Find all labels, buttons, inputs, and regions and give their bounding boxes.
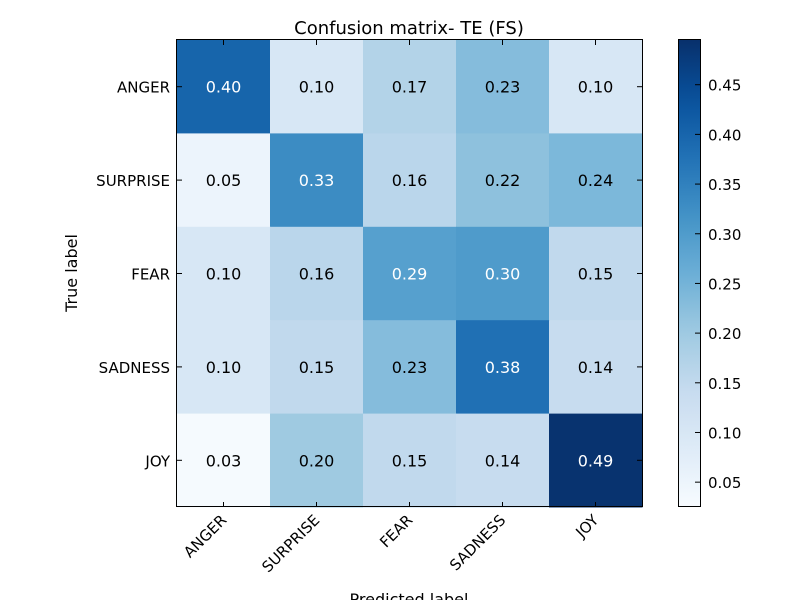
heatmap-cell — [456, 226, 550, 321]
cell-value-label: 0.22 — [485, 171, 521, 190]
heatmap-cell — [549, 226, 643, 321]
colorbar-gradient — [678, 39, 701, 507]
heatmap-cell — [363, 320, 457, 415]
x-tick-label: FEAR — [376, 511, 416, 551]
colorbar-tick-label: 0.40 — [708, 126, 741, 144]
colorbar-tick-label: 0.35 — [708, 176, 741, 194]
cell-value-label: 0.15 — [392, 451, 428, 470]
heatmap-cell — [363, 40, 457, 134]
y-tick-label: FEAR — [131, 266, 170, 284]
cell-value-label: 0.24 — [578, 171, 614, 190]
cell-value-label: 0.16 — [392, 171, 428, 190]
heatmap-cell — [177, 226, 271, 321]
cell-value-label: 0.23 — [392, 358, 428, 377]
y-tick-label: SURPRISE — [96, 172, 170, 190]
cell-value-label: 0.29 — [392, 265, 428, 284]
heatmap-cell — [270, 413, 364, 508]
cell-value-label: 0.15 — [299, 358, 335, 377]
heatmap-cell — [270, 40, 364, 134]
colorbar-tick-label: 0.05 — [708, 474, 741, 492]
cell-value-label: 0.16 — [299, 265, 335, 284]
y-tick-label: JOY — [144, 452, 170, 470]
x-tick-label: JOY — [572, 511, 603, 542]
y-axis-label: True label — [62, 234, 81, 313]
cell-value-label: 0.40 — [206, 78, 242, 97]
cell-value-label: 0.30 — [485, 265, 521, 284]
heatmap-cell-labels: 0.40 0.10 0.17 0.23 0.10 0.05 0.33 0.16 0.22 0.24… — [206, 78, 614, 471]
heatmap-cell — [363, 226, 457, 321]
heatmap-cell — [549, 133, 643, 228]
cell-value-label: 0.14 — [578, 358, 614, 377]
cell-value-label: 0.05 — [206, 171, 242, 190]
heatmap-cell — [270, 226, 364, 321]
heatmap-cell — [549, 40, 643, 134]
y-tick-label: ANGER — [117, 79, 170, 97]
colorbar-tick-label: 0.45 — [708, 77, 741, 95]
axis-ticks — [177, 40, 642, 507]
heatmap-cell — [177, 133, 271, 228]
cell-value-label: 0.38 — [485, 358, 521, 377]
x-tick-label: ANGER — [180, 511, 230, 561]
cell-value-label: 0.10 — [206, 265, 242, 284]
x-tick-label: SURPRISE — [258, 511, 323, 576]
cell-value-label: 0.33 — [299, 171, 335, 190]
colorbar-tick-label: 0.10 — [708, 424, 741, 442]
colorbar-tick-label: 0.20 — [708, 325, 741, 343]
heatmap-cell — [363, 133, 457, 228]
cell-value-label: 0.15 — [578, 265, 614, 284]
heatmap-cells — [177, 40, 643, 508]
chart-title: Confusion matrix- TE (FS) — [294, 18, 524, 39]
heatmap-cell — [456, 133, 550, 228]
heatmap-cell — [363, 413, 457, 508]
cell-value-label: 0.03 — [206, 451, 242, 470]
heatmap-cell — [177, 413, 271, 508]
x-tick-labels: ANGER SURPRISE FEAR SADNESS JOY — [180, 511, 603, 577]
colorbar-ticks: 0.05 0.10 0.15 0.20 0.25 0.30 0.35 0.40 0.45 — [695, 77, 741, 492]
colorbar-tick-label: 0.25 — [708, 275, 741, 293]
cell-value-label: 0.10 — [206, 358, 242, 377]
heatmap-cell — [549, 413, 643, 508]
y-tick-labels: ANGER SURPRISE FEAR SADNESS JOY — [96, 79, 171, 471]
cell-value-label: 0.10 — [578, 78, 614, 97]
cell-value-label: 0.14 — [485, 451, 521, 470]
cell-value-label: 0.49 — [578, 451, 614, 470]
heatmap-cell — [456, 40, 550, 134]
heatmap-cell — [456, 413, 550, 508]
cell-value-label: 0.20 — [299, 451, 335, 470]
cell-value-label: 0.23 — [485, 78, 521, 97]
cell-value-label: 0.10 — [299, 78, 335, 97]
x-axis-label: Predicted label — [350, 590, 469, 600]
colorbar: 0.05 0.10 0.15 0.20 0.25 0.30 0.35 0.40 0.45 — [678, 39, 741, 507]
heatmap-cell — [270, 133, 364, 228]
colorbar-tick-label: 0.15 — [708, 375, 741, 393]
y-tick-label: SADNESS — [99, 359, 170, 377]
heatmap-cell — [456, 320, 550, 415]
x-tick-label: SADNESS — [446, 511, 509, 574]
colorbar-tick-label: 0.30 — [708, 226, 741, 244]
heatmap-cell — [270, 320, 364, 415]
heatmap-cell — [549, 320, 643, 415]
cell-value-label: 0.17 — [392, 78, 428, 97]
heatmap-cell — [177, 40, 271, 134]
heatmap-cell — [177, 320, 271, 415]
